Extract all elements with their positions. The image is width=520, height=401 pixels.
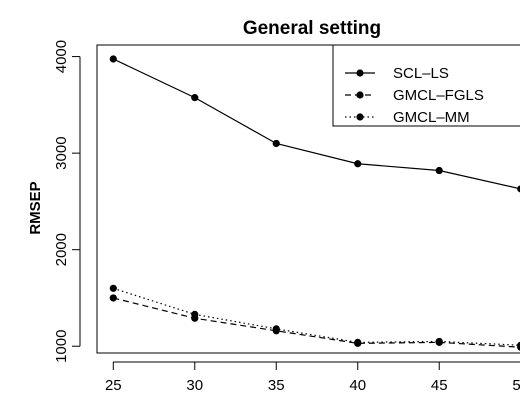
- legend-item: GMCL–FGLS: [345, 87, 484, 104]
- legend-label: GMCL–FGLS: [393, 87, 484, 104]
- y-tick-label: 3000: [53, 136, 70, 169]
- y-axis-label: RMSEP: [27, 181, 44, 234]
- data-point: [517, 341, 520, 349]
- series-layer: [109, 55, 520, 351]
- data-point: [191, 310, 199, 318]
- x-tick-label: 50: [512, 377, 520, 394]
- data-point: [272, 139, 280, 148]
- plot-frame: [96, 44, 520, 354]
- x-tick-label: 30: [186, 377, 203, 394]
- data-point: [272, 325, 280, 333]
- x-tick-label: 35: [268, 377, 285, 394]
- y-axis: 1000 2000 3000 4000: [53, 40, 81, 363]
- x-tick-label: 25: [105, 377, 122, 394]
- data-point: [354, 338, 362, 346]
- data-point: [517, 185, 520, 193]
- legend: SCL–LS GMCL–FGLS GMCL–MM: [332, 44, 520, 127]
- legend-marker: [356, 69, 364, 77]
- x-tick-label: 45: [431, 377, 448, 394]
- series-3: [109, 284, 520, 349]
- data-point: [191, 94, 199, 102]
- data-point: [354, 160, 362, 168]
- chart-title: General setting: [243, 18, 381, 39]
- y-tick-label: 4000: [53, 40, 70, 73]
- legend-label: GMCL–MM: [393, 109, 470, 126]
- series-line: [113, 58, 520, 190]
- data-point: [435, 337, 443, 346]
- legend-item: SCL–LS: [345, 65, 449, 82]
- series-1: [109, 55, 520, 193]
- legend-box: [332, 44, 520, 127]
- y-tick-label: 2000: [53, 233, 70, 266]
- x-tick-label: 40: [349, 377, 366, 394]
- series-line: [113, 287, 520, 346]
- y-tick-label: 1000: [53, 330, 70, 363]
- data-point: [109, 284, 117, 292]
- data-point: [109, 294, 117, 302]
- x-axis: 25 30 35 40 45 50: [105, 361, 520, 394]
- legend-marker: [356, 113, 364, 121]
- legend-label: SCL–LS: [393, 65, 449, 82]
- data-point: [435, 166, 443, 175]
- legend-item: GMCL–MM: [345, 109, 470, 126]
- series-line: [113, 297, 520, 348]
- legend-marker: [356, 91, 364, 99]
- data-point: [109, 55, 117, 63]
